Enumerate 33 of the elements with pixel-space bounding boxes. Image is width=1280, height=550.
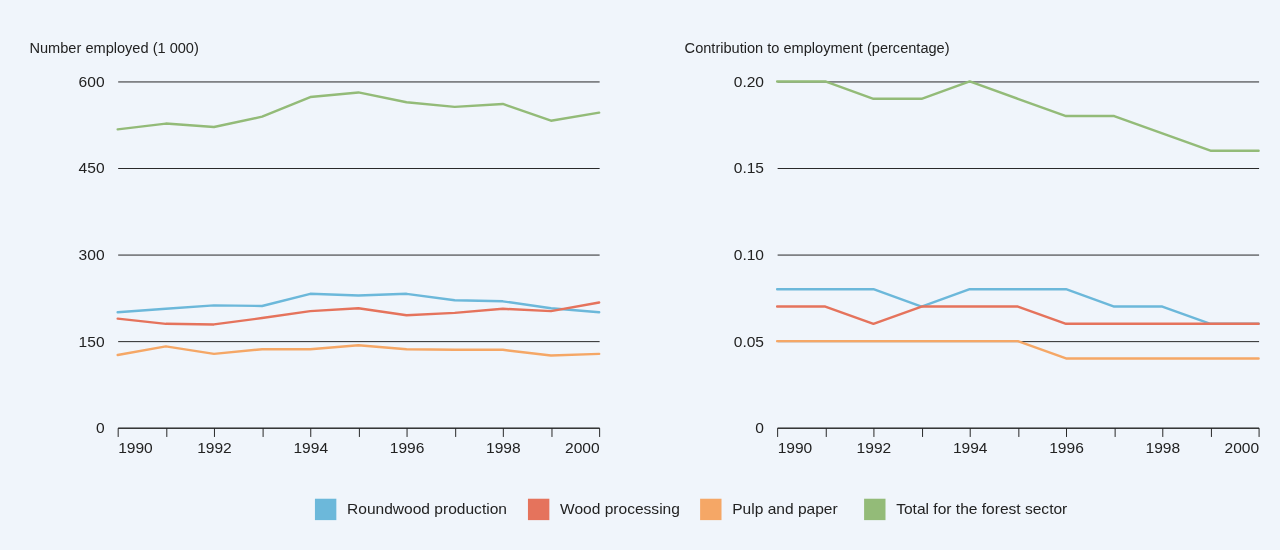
legend-label: Total for the forest sector (896, 500, 1068, 518)
line-series (116, 301, 601, 326)
line-series (116, 343, 601, 357)
x-tick-label: 1998 (486, 439, 521, 457)
y-tick-label: 150 (78, 332, 105, 350)
legend-label: Roundwood production (347, 500, 507, 518)
x-tick-label: 1996 (389, 439, 425, 457)
x-tick-label: 1998 (1145, 439, 1181, 457)
x-tick-label: 2000 (1224, 439, 1260, 457)
x-tick-label: 1996 (1049, 439, 1084, 457)
x-tick-label: 1990 (118, 439, 154, 457)
x-tick-label: 1990 (777, 439, 813, 457)
y-tick-label: 0 (755, 419, 765, 437)
y-tick-label: 300 (78, 245, 105, 263)
line-series (116, 292, 601, 314)
y-tick-label: 0 (95, 419, 105, 437)
legend-label: Pulp and paper (732, 500, 838, 518)
chart-title: Number employed (1 000) (29, 40, 199, 57)
x-tick-label: 2000 (565, 439, 600, 457)
x-tick-label: 1992 (197, 439, 232, 457)
y-tick-label: 0.20 (733, 72, 765, 90)
line-series (116, 91, 601, 131)
legend-label: Wood processing (560, 500, 680, 518)
line-series (775, 80, 1260, 152)
y-tick-label: 600 (78, 72, 105, 90)
y-tick-label: 0.15 (733, 159, 765, 177)
chart-title: Contribution to employment (percentage) (684, 40, 950, 57)
y-tick-label: 450 (78, 159, 105, 177)
x-tick-label: 1994 (293, 439, 329, 457)
y-tick-label: 0.05 (733, 332, 765, 350)
y-tick-label: 0.10 (733, 245, 765, 263)
x-tick-label: 1994 (952, 439, 988, 457)
x-tick-label: 1992 (856, 439, 892, 457)
